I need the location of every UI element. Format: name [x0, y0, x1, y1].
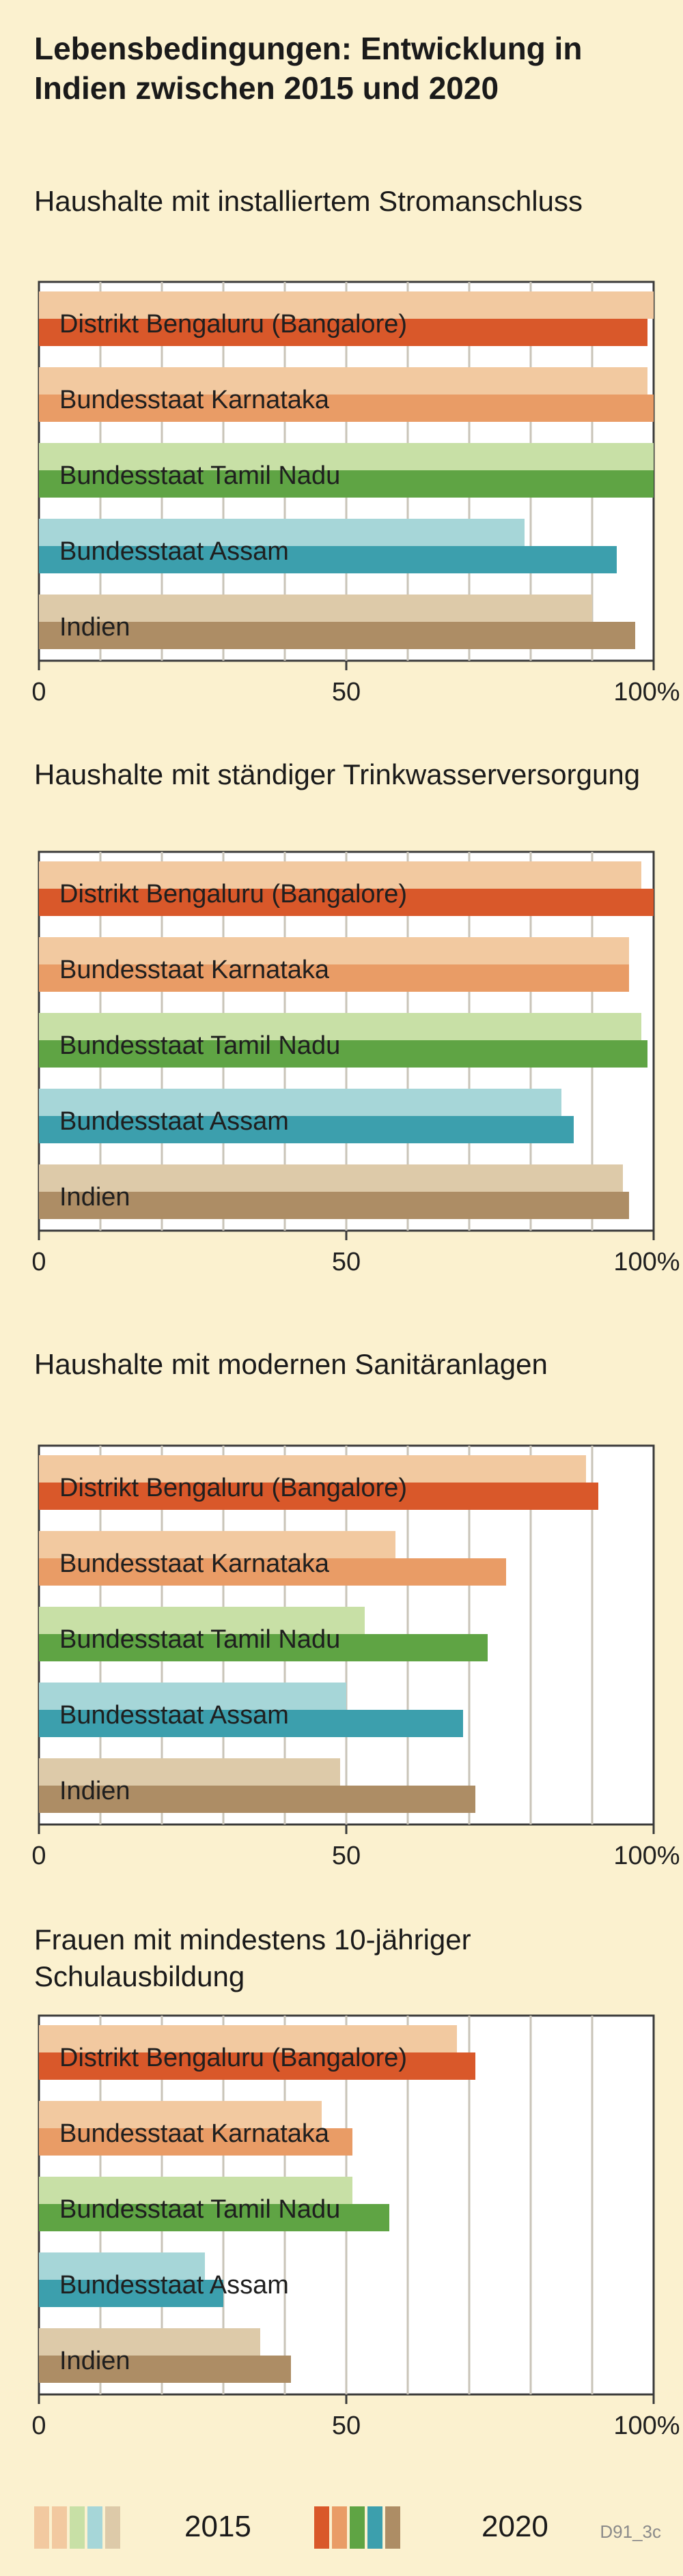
bar-2015: [39, 1607, 365, 1634]
bar-2015: [39, 443, 654, 470]
panel-title-water: Haushalte mit ständiger Trinkwasserverso…: [34, 758, 641, 790]
bar-2015: [39, 1455, 586, 1483]
legend-swatch-color: [34, 2506, 52, 2549]
legend-swatch-color: [70, 2506, 87, 2549]
bar-2020: [39, 1786, 475, 1813]
bar-2020: [39, 1483, 598, 1510]
category-label: Indien: [59, 1183, 130, 1212]
bar-2020: [39, 889, 654, 916]
tick-label: 50: [332, 1842, 361, 1870]
bar-2020: [39, 622, 635, 649]
bar-2020: [39, 2204, 389, 2231]
bar-2020: [39, 964, 629, 992]
bar-2015: [39, 1531, 395, 1558]
category-label: Bundesstaat Tamil Nadu: [59, 1625, 340, 1654]
bar-2020: [39, 1192, 629, 1219]
chart-electricity: Distrikt Bengaluru (Bangalore) Bundesstaa…: [31, 281, 680, 706]
bar-2015: [39, 291, 654, 319]
category-label: Indien: [59, 613, 130, 642]
legend-swatch-color: [385, 2506, 403, 2549]
panel-title-education: Frauen mit mindestens 10-jähriger Schula…: [34, 1923, 471, 1992]
legend-label-2015: 2015: [184, 2510, 251, 2543]
bar-2020: [39, 546, 617, 573]
category-label: Indien: [59, 2347, 130, 2375]
tick-label: 0: [31, 1842, 46, 1870]
category-label: Indien: [59, 1777, 130, 1805]
tick-label: 100%: [613, 2412, 680, 2440]
bar-2015: [39, 1758, 340, 1786]
bar-2020: [39, 319, 647, 346]
bar-2015: [39, 519, 525, 546]
bar-2020: [39, 1558, 506, 1586]
chart-sanitation: Distrikt Bengaluru (Bangalore) Bundesstaa…: [31, 1444, 680, 1870]
category-label: Bundesstaat Tamil Nadu: [59, 461, 340, 490]
bar-2015: [39, 2328, 260, 2356]
tick-label: 50: [332, 1248, 361, 1276]
category-label: Bundesstaat Karnataka: [59, 2119, 330, 2148]
category-label: Distrikt Bengaluru (Bangalore): [59, 1474, 407, 1502]
category-label: Bundesstaat Assam: [59, 1107, 289, 1136]
category-label: Bundesstaat Tamil Nadu: [59, 1031, 340, 1060]
category-label: Bundesstaat Karnataka: [59, 956, 330, 984]
legend-swatch-color: [367, 2506, 385, 2549]
category-label: Bundesstaat Karnataka: [59, 1549, 330, 1578]
bar-2015: [39, 595, 592, 622]
bar-2020: [39, 1116, 574, 1143]
bar-2015: [39, 367, 647, 395]
tick-label: 0: [31, 678, 46, 706]
bar-2020: [39, 1634, 488, 1661]
bar-2015: [39, 1013, 641, 1040]
category-label: Distrikt Bengaluru (Bangalore): [59, 880, 407, 908]
panel-title-sanitation: Haushalte mit modernen Sanitäranlagen: [34, 1348, 548, 1380]
bar-2020: [39, 470, 654, 498]
tick-label: 0: [31, 1248, 46, 1276]
tick-label: 50: [332, 2412, 361, 2440]
category-label: Bundesstaat Assam: [59, 2271, 289, 2300]
bar-2015: [39, 2025, 457, 2052]
bar-2015: [39, 861, 641, 889]
legend-swatch-color: [105, 2506, 123, 2549]
category-label: Distrikt Bengaluru (Bangalore): [59, 310, 407, 339]
legend-swatch-2015: [34, 2506, 123, 2549]
source-code: D91_3c: [600, 2521, 661, 2542]
legend-label-2020: 2020: [482, 2510, 548, 2543]
bar-2020: [39, 1040, 647, 1068]
bar-2015: [39, 1164, 623, 1192]
chart-title: Lebensbedingungen: Entwicklung in Indien…: [34, 31, 583, 106]
legend: 2015 2020 D91_3c: [34, 2491, 669, 2553]
legend-swatch-color: [350, 2506, 367, 2549]
bar-2020: [39, 2280, 223, 2307]
bar-2020: [39, 2128, 352, 2156]
bar-2015: [39, 2252, 205, 2280]
legend-swatch-color: [87, 2506, 105, 2549]
legend-swatch-color: [332, 2506, 350, 2549]
bar-2015: [39, 2177, 352, 2204]
category-label: Bundesstaat Assam: [59, 1701, 289, 1730]
category-label: Bundesstaat Tamil Nadu: [59, 2195, 340, 2224]
tick-label: 50: [332, 678, 361, 706]
tick-label: 0: [31, 2412, 46, 2440]
bar-2020: [39, 2052, 475, 2080]
bar-2015: [39, 1089, 561, 1116]
bar-2015: [39, 1683, 346, 1710]
legend-swatch-color: [314, 2506, 332, 2549]
bar-2020: [39, 1710, 463, 1737]
chart-water: Distrikt Bengaluru (Bangalore) Bundesstaa…: [31, 850, 680, 1276]
tick-label: 100%: [613, 1842, 680, 1870]
bar-2020: [39, 2356, 291, 2383]
bar-2015: [39, 2101, 322, 2128]
tick-label: 100%: [613, 1248, 680, 1276]
category-label: Bundesstaat Assam: [59, 537, 289, 566]
legend-swatch-color: [52, 2506, 70, 2549]
chart-education: Distrikt Bengaluru (Bangalore) Bundesstaa…: [31, 2014, 680, 2440]
bar-2015: [39, 937, 629, 964]
bar-2020: [39, 395, 654, 422]
category-label: Distrikt Bengaluru (Bangalore): [59, 2044, 407, 2072]
panel-title-electricity: Haushalte mit installiertem Stromanschlu…: [34, 185, 583, 217]
tick-label: 100%: [613, 678, 680, 706]
legend-swatch-2020: [314, 2506, 403, 2549]
category-label: Bundesstaat Karnataka: [59, 386, 330, 414]
